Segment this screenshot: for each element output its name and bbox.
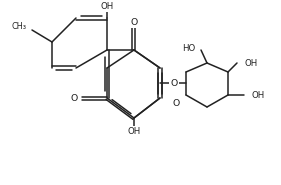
Text: O: O (172, 98, 180, 107)
Text: CH₃: CH₃ (11, 21, 26, 31)
Text: OH: OH (252, 90, 265, 100)
Text: OH: OH (127, 127, 140, 137)
Text: O: O (70, 93, 78, 102)
Text: OH: OH (245, 58, 258, 68)
Text: O: O (170, 78, 178, 88)
Text: O: O (130, 18, 138, 26)
Text: OH: OH (100, 1, 114, 11)
Text: HO: HO (182, 43, 195, 53)
